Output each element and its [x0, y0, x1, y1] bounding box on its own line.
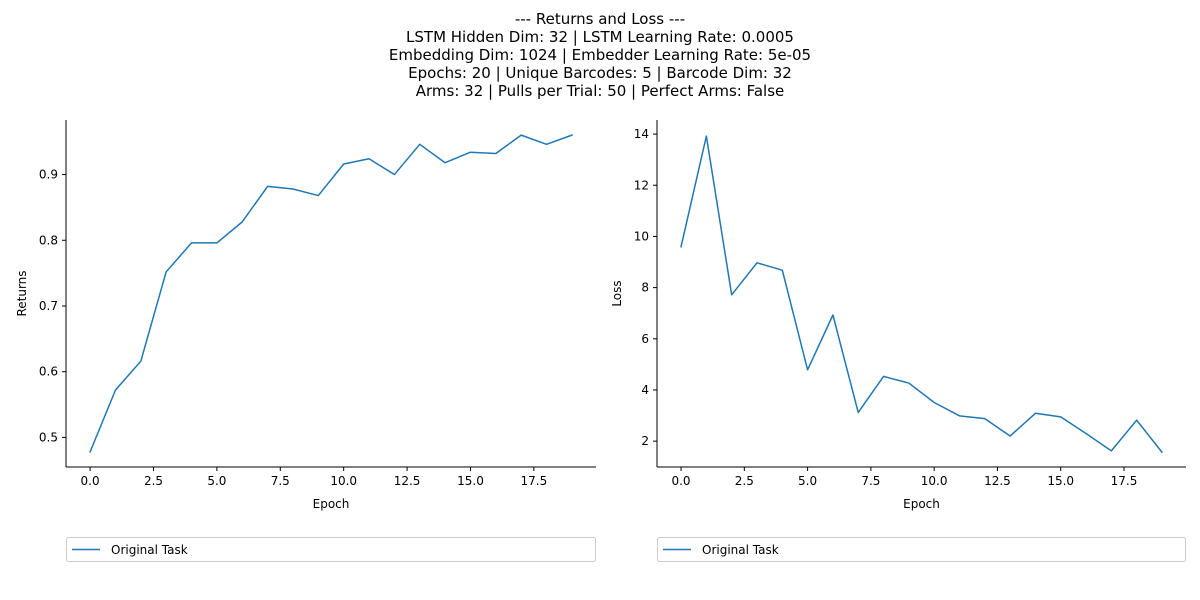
y-tick-label: 12: [634, 178, 649, 192]
returns-chart: 0.0 2.5 5.0 7.5 10.0 12.5 15.0 17.5 0.5 0.6 0.7 0.8…: [15, 120, 596, 562]
title-line: --- Returns and Loss ---: [515, 10, 685, 28]
x-tick-label: 7.5: [271, 474, 290, 488]
y-tick-label: 14: [634, 127, 649, 141]
y-tick-label: 0.9: [39, 168, 58, 182]
y-axis-label: Returns: [15, 270, 29, 316]
x-tick-label: 2.5: [735, 474, 754, 488]
y-tick-label: 2: [641, 434, 649, 448]
x-tick-label: 15.0: [457, 474, 484, 488]
title-line: Arms: 32 | Pulls per Trial: 50 | Perfect…: [416, 82, 785, 100]
loss-chart: 0.0 2.5 5.0 7.5 10.0 12.5 15.0 17.5 2 4 6 8 10 12 14 Ep…: [610, 120, 1186, 562]
x-tick-label: 0.0: [671, 474, 690, 488]
y-tick-label: 0.6: [39, 365, 58, 379]
x-tick-label: 2.5: [144, 474, 163, 488]
y-tick-label: 0.5: [39, 430, 58, 444]
x-tick-label: 5.0: [207, 474, 226, 488]
x-tick-label: 10.0: [330, 474, 357, 488]
x-tick-label: 0.0: [81, 474, 100, 488]
x-tick-label: 7.5: [861, 474, 880, 488]
series-line: [680, 135, 1164, 454]
legend: Original Task: [66, 537, 596, 562]
y-tick-label: 8: [641, 281, 649, 295]
x-axis-label: Epoch: [313, 497, 350, 511]
y-tick-label: 0.7: [39, 299, 58, 313]
legend: Original Task: [657, 537, 1186, 562]
y-tick-label: 0.8: [39, 233, 58, 247]
x-axis-label: Epoch: [903, 497, 940, 511]
series-line: [89, 134, 573, 453]
title-line: LSTM Hidden Dim: 32 | LSTM Learning Rate…: [406, 28, 794, 46]
x-tick-label: 10.0: [921, 474, 948, 488]
x-tick-label: 15.0: [1047, 474, 1074, 488]
x-tick-label: 12.5: [394, 474, 421, 488]
legend-box: [657, 537, 1186, 562]
legend-label: Original Task: [111, 543, 188, 557]
y-tick-label: 4: [641, 383, 649, 397]
title-line: Embedding Dim: 1024 | Embedder Learning …: [389, 46, 811, 64]
x-tick-label: 17.5: [521, 474, 548, 488]
legend-label: Original Task: [702, 543, 779, 557]
x-tick-label: 5.0: [798, 474, 817, 488]
legend-box: [66, 537, 596, 562]
y-axis-label: Loss: [610, 280, 624, 306]
title-line: Epochs: 20 | Unique Barcodes: 5 | Barcod…: [408, 64, 792, 82]
figure-title: --- Returns and Loss ---LSTM Hidden Dim:…: [389, 10, 811, 100]
y-tick-label: 6: [641, 332, 649, 346]
x-tick-label: 17.5: [1111, 474, 1138, 488]
y-tick-label: 10: [634, 229, 649, 243]
x-tick-label: 12.5: [984, 474, 1011, 488]
